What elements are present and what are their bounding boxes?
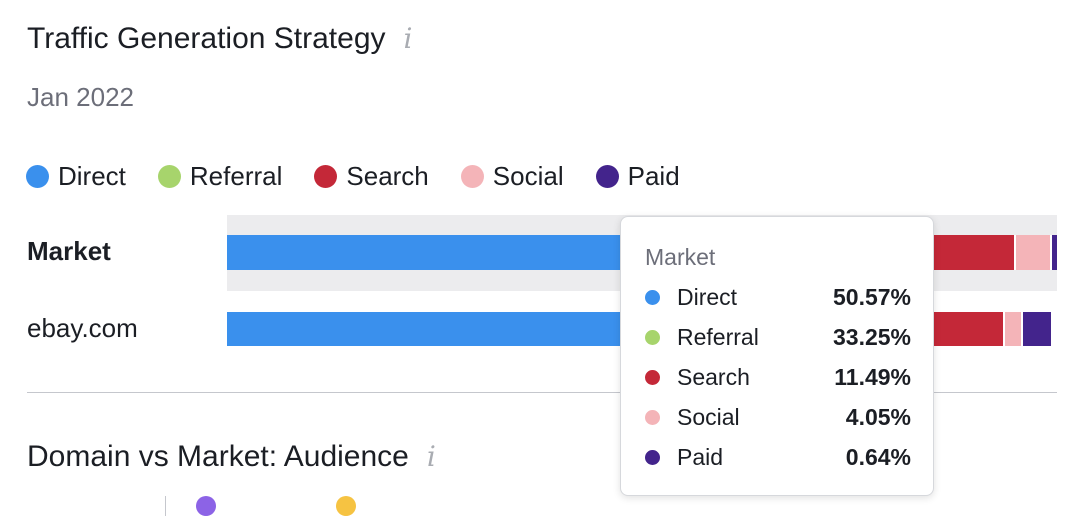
- row-label-market: Market: [27, 236, 111, 266]
- legend-dot-icon: [157, 165, 181, 188]
- row-label-ebay: ebay.com: [27, 313, 138, 343]
- legend-dot-icon: [314, 165, 338, 188]
- bar-segment-direct[interactable]: [227, 312, 642, 346]
- legend-item-referral[interactable]: Referral: [157, 161, 283, 192]
- tooltip-row-value: 50.57%: [832, 283, 911, 310]
- legend-item-direct[interactable]: Direct: [26, 161, 126, 192]
- tooltip-row-label: Paid: [677, 443, 724, 470]
- tooltip-dot-icon: [645, 369, 660, 385]
- tooltip-title: Market: [645, 244, 716, 270]
- legend-label: Search: [346, 161, 429, 191]
- section-divider: [27, 392, 1057, 393]
- section2-title: Domain vs Market: Audience i: [27, 438, 436, 476]
- legend-item-search[interactable]: Search: [314, 161, 429, 192]
- tooltip-row-label: Referral: [677, 323, 759, 350]
- tooltip-row-label: Social: [677, 403, 740, 430]
- legend-label: Paid: [627, 161, 680, 191]
- chart-legend: Direct Referral Search Social Paid: [26, 161, 712, 192]
- tooltip-dot-icon: [645, 409, 660, 425]
- section2-peek: [27, 496, 476, 516]
- peek-separator: [165, 496, 166, 516]
- tooltip-row-referral: Referral 33.25%: [645, 322, 911, 352]
- date-label: Jan 2022: [27, 82, 134, 112]
- info-icon[interactable]: i: [403, 22, 413, 55]
- widget-title: Traffic Generation Strategy i: [27, 20, 412, 58]
- bar-segment-social[interactable]: [1014, 235, 1050, 270]
- bar-segment-direct[interactable]: [227, 235, 643, 270]
- widget-title-text: Traffic Generation Strategy: [27, 22, 386, 55]
- legend-dot-icon: [26, 165, 49, 188]
- bar-segment-paid[interactable]: [1021, 312, 1051, 346]
- legend-item-paid[interactable]: Paid: [595, 161, 680, 192]
- legend-item-social[interactable]: Social: [460, 161, 564, 192]
- tooltip-row-paid: Paid 0.64%: [645, 442, 911, 472]
- tooltip-row-social: Social 4.05%: [645, 402, 911, 432]
- tooltip-row-value: 11.49%: [834, 363, 911, 390]
- tooltip-row-value: 0.64%: [845, 443, 911, 470]
- tooltip-dot-icon: [645, 449, 660, 465]
- legend-label: Referral: [189, 161, 283, 191]
- tooltip-row-direct: Direct 50.57%: [645, 282, 911, 312]
- legend-label: Direct: [58, 161, 126, 191]
- tooltip-dot-icon: [645, 289, 660, 305]
- bar-segment-social[interactable]: [1002, 312, 1022, 346]
- bar-segment-paid[interactable]: [1049, 235, 1058, 270]
- info-icon[interactable]: i: [426, 440, 436, 473]
- chart-tooltip: Market Direct 50.57% Referral 33.25% Search 1…: [620, 216, 934, 496]
- tooltip-row-label: Direct: [677, 283, 738, 310]
- section2-title-text: Domain vs Market: Audience: [27, 440, 409, 473]
- legend-dot-icon: [196, 496, 216, 516]
- tooltip-row-value: 33.25%: [832, 323, 911, 350]
- legend-label: Social: [492, 161, 564, 191]
- legend-dot-icon: [595, 165, 619, 188]
- tooltip-dot-icon: [645, 329, 660, 345]
- tooltip-row-search: Search 11.49%: [645, 362, 911, 392]
- tooltip-row-value: 4.05%: [845, 403, 911, 430]
- legend-dot-icon: [460, 165, 484, 188]
- tooltip-row-label: Search: [677, 363, 750, 390]
- legend-dot-icon: [336, 496, 356, 516]
